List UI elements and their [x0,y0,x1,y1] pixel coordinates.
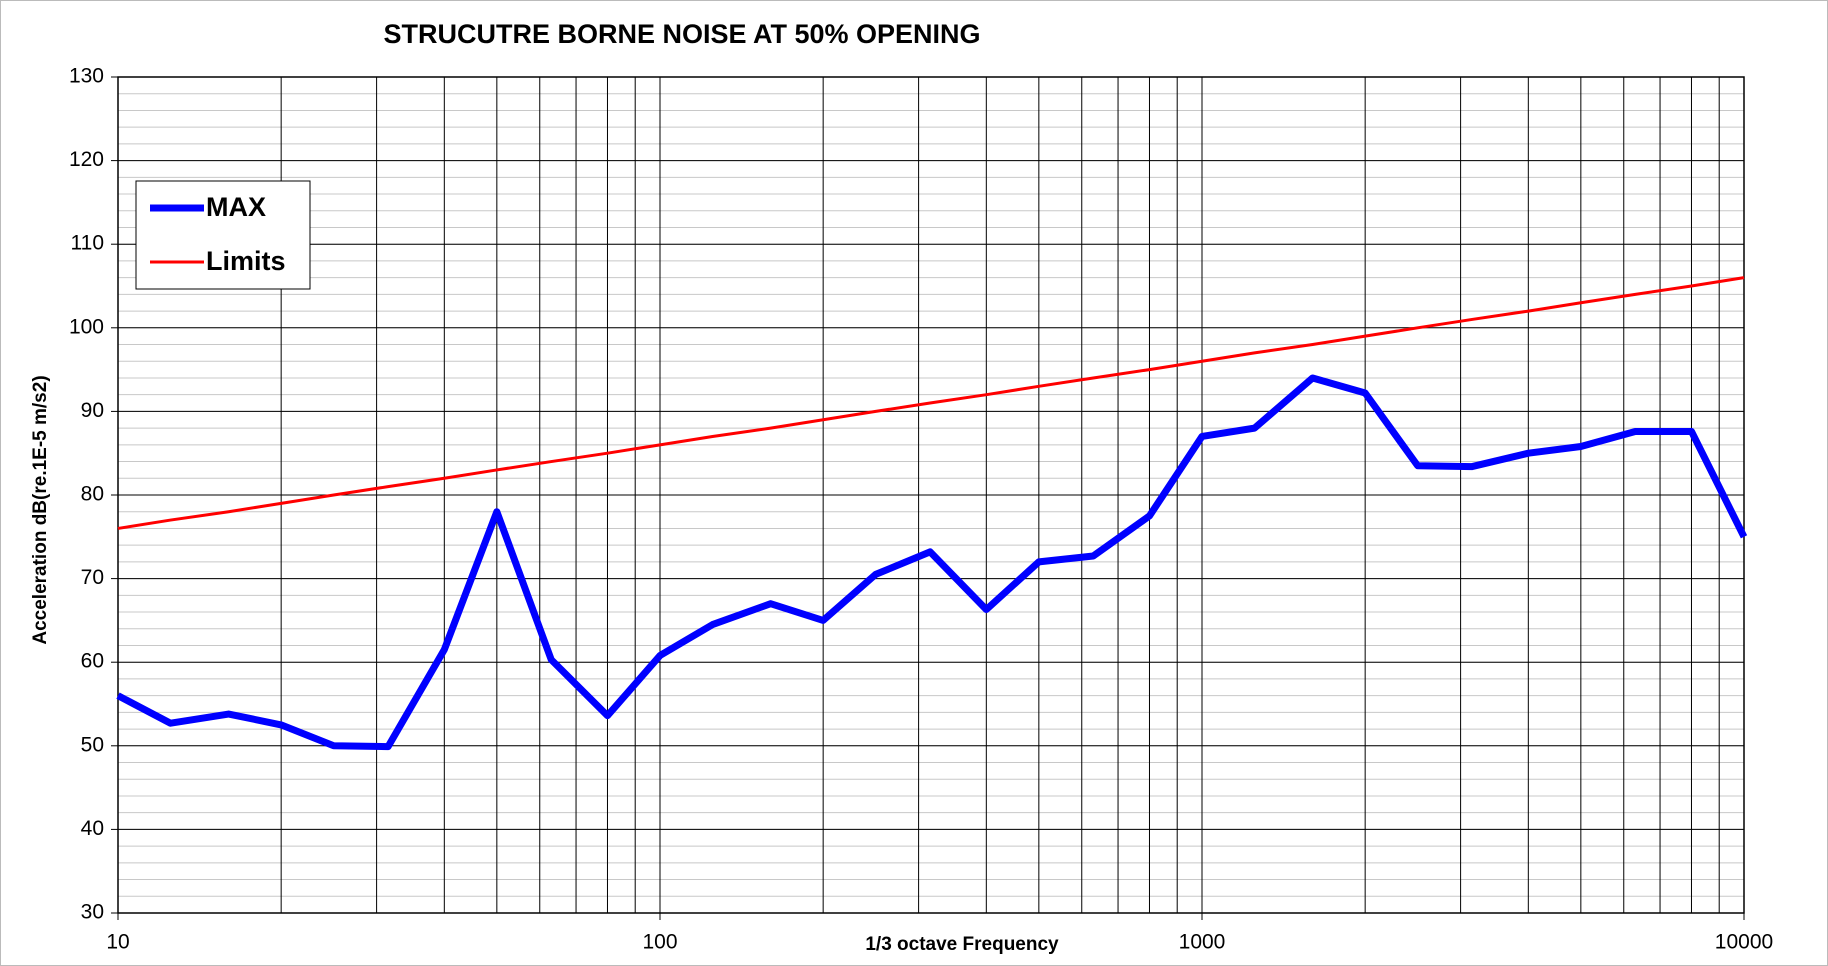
chart-title: STRUCUTRE BORNE NOISE AT 50% OPENING [383,19,980,49]
plot [116,276,1748,751]
y-tick-label: 60 [81,650,104,673]
y-tick-label: 110 [71,232,104,255]
y-tick-label: 30 [81,901,104,924]
series-line [116,374,1748,751]
y-tick-label: 70 [81,566,104,589]
y-tick-label: 80 [81,483,104,506]
series-line [117,276,1745,530]
legend: MAX Limits [135,180,311,290]
x-tick-label: 10000 [1715,931,1773,954]
y-tick-label: 50 [81,733,104,756]
x-axis-label: 1/3 octave Frequency [865,934,1059,955]
x-tick-label: 10 [106,931,129,954]
legend-box [135,180,311,290]
y-axis-label: Acceleration dB(re.1E-5 m/s2) [30,375,51,644]
x-tick-label: 1000 [1179,931,1226,954]
plot-border [117,76,1745,914]
legend-label: Limits [206,246,286,276]
y-tick-label: 130 [69,65,104,88]
y-tick-label: 40 [81,817,104,840]
grid: 30 40 50 60 70 80 90 100 110 120 130 10 100 1000 10000 [69,65,1773,954]
y-tick-label: 120 [69,148,104,171]
x-tick-label: 100 [642,931,677,954]
y-tick-label: 90 [81,399,104,422]
y-tick-label: 100 [69,315,104,338]
legend-label: MAX [206,192,266,222]
